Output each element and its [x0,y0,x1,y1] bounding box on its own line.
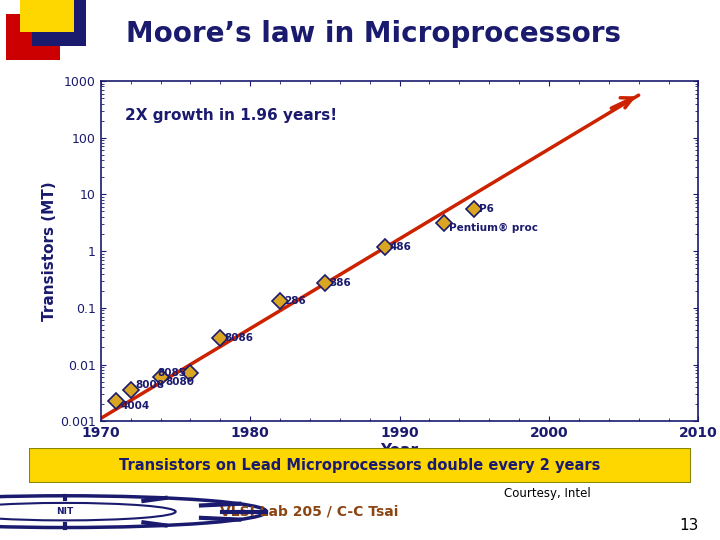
Y-axis label: Transistors (MT): Transistors (MT) [42,181,58,321]
Text: 8085: 8085 [157,368,186,379]
Text: 386: 386 [329,278,351,288]
Text: NIT: NIT [56,507,73,516]
FancyBboxPatch shape [32,0,86,45]
Text: Transistors on Lead Microprocessors double every 2 years: Transistors on Lead Microprocessors doub… [120,458,600,473]
FancyBboxPatch shape [20,0,74,31]
Text: 2X growth in 1.96 years!: 2X growth in 1.96 years! [125,108,337,123]
Text: 286: 286 [284,295,306,306]
Text: 8086: 8086 [225,333,254,343]
Text: 13: 13 [679,518,698,534]
Text: Moore’s law in Microprocessors: Moore’s law in Microprocessors [126,19,621,48]
Text: Pentium® proc: Pentium® proc [449,223,538,233]
Text: 8008: 8008 [135,380,164,390]
Text: P6: P6 [479,204,494,214]
FancyBboxPatch shape [6,14,60,60]
Text: 486: 486 [389,241,411,252]
FancyBboxPatch shape [29,448,691,483]
Text: 4004: 4004 [120,401,150,411]
Text: 8080: 8080 [165,377,194,387]
X-axis label: Year: Year [381,443,418,458]
Text: VLSI Lab 205 / C-C Tsai: VLSI Lab 205 / C-C Tsai [220,505,399,518]
Text: Courtesy, Intel: Courtesy, Intel [504,487,590,500]
